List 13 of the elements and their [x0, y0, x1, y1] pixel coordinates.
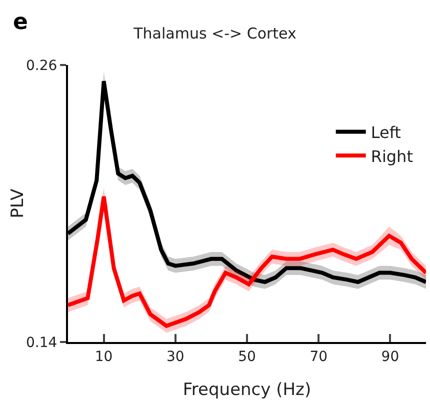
x-tick-label: 90 — [381, 348, 400, 365]
y-tick-label: 0.14 — [26, 334, 58, 351]
y-axis-title: PLV — [8, 188, 28, 218]
text: e — [13, 10, 28, 35]
x-tick-label: 70 — [310, 348, 328, 365]
y-tick-label: 0.26 — [26, 58, 58, 74]
legend-label: Right — [370, 146, 413, 166]
x-tick-label: 30 — [166, 348, 184, 365]
legend-label: Left — [370, 123, 401, 142]
x-tick-label: 10 — [94, 348, 113, 365]
x-axis-title: Frequency (Hz) — [182, 380, 312, 400]
chart-title: Thalamus <-> Cortex — [132, 24, 297, 42]
x-tick-label: 50 — [238, 348, 256, 365]
